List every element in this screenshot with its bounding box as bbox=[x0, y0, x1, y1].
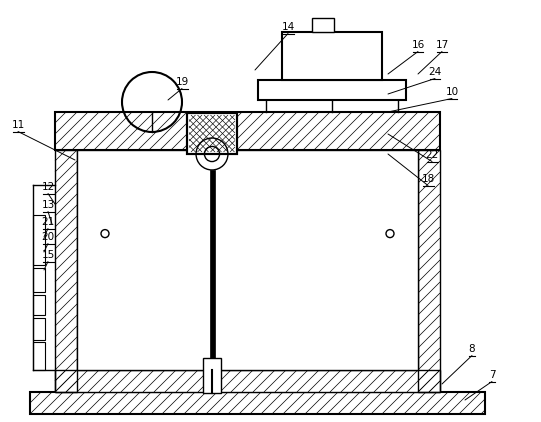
Bar bbox=[33, 268, 45, 292]
Bar bbox=[30, 392, 485, 414]
Bar bbox=[209, 170, 214, 370]
Text: 20: 20 bbox=[42, 232, 55, 242]
Bar bbox=[282, 32, 382, 80]
Bar bbox=[55, 150, 77, 392]
Text: 7: 7 bbox=[489, 370, 496, 380]
Bar bbox=[258, 80, 406, 100]
Bar bbox=[187, 113, 237, 154]
Bar bbox=[33, 295, 45, 315]
Text: 18: 18 bbox=[421, 174, 434, 184]
Bar bbox=[55, 150, 77, 392]
Bar bbox=[30, 392, 485, 414]
Text: 12: 12 bbox=[41, 182, 55, 192]
Bar bbox=[187, 113, 237, 154]
Text: 21: 21 bbox=[41, 217, 55, 227]
Text: 17: 17 bbox=[436, 40, 448, 50]
Text: 8: 8 bbox=[469, 344, 476, 354]
Text: 22: 22 bbox=[425, 150, 439, 160]
Bar bbox=[55, 370, 440, 392]
Text: 16: 16 bbox=[411, 40, 425, 50]
Bar bbox=[203, 358, 221, 393]
Bar bbox=[55, 370, 440, 392]
Bar bbox=[33, 318, 45, 340]
Text: 10: 10 bbox=[445, 87, 459, 97]
Bar bbox=[33, 342, 45, 370]
Bar bbox=[312, 18, 334, 32]
Bar bbox=[33, 215, 45, 265]
Text: 11: 11 bbox=[11, 120, 25, 130]
Bar bbox=[55, 112, 440, 150]
Text: 14: 14 bbox=[281, 22, 295, 32]
Text: 24: 24 bbox=[428, 67, 441, 77]
Text: 15: 15 bbox=[41, 250, 55, 260]
Text: 19: 19 bbox=[175, 77, 189, 87]
Bar bbox=[77, 150, 418, 370]
Text: 13: 13 bbox=[41, 200, 55, 210]
Bar bbox=[418, 150, 440, 392]
Bar bbox=[418, 150, 440, 392]
Bar bbox=[55, 112, 440, 150]
